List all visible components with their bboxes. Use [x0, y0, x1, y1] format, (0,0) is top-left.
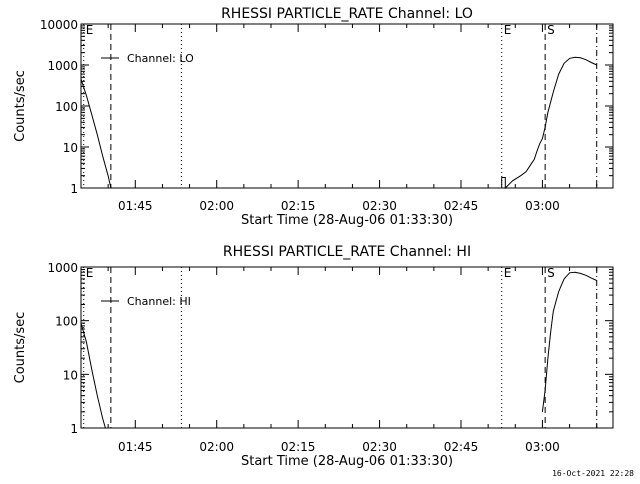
y-tick-label: 1000: [47, 59, 78, 73]
y-tick-label: 1: [70, 422, 78, 436]
x-tick-label: 03:00: [525, 199, 560, 213]
panel-2: RHESSI PARTICLE_RATE Channel: HI 1 10 100 10…: [13, 244, 614, 469]
x-tick-label: 02:15: [281, 199, 316, 213]
x-tick-label: 01:45: [118, 440, 153, 454]
x-tick-label: 01:45: [118, 199, 153, 213]
y-tick-label: 100: [55, 315, 78, 329]
data-series-line: [501, 56, 597, 190]
x-tick-label: 02:30: [362, 199, 397, 213]
x-tick-label: 03:00: [525, 440, 560, 454]
data-series-line: [80, 79, 112, 189]
plot-frame: [80, 23, 614, 189]
x-tick-label: 02:00: [199, 440, 234, 454]
legend-label: Channel: HI: [127, 295, 191, 308]
x-tick-label: 02:15: [281, 440, 316, 454]
x-tick-label: 02:30: [362, 440, 397, 454]
footer-timestamp: 16-Oct-2021 22:28: [552, 469, 634, 478]
y-tick-label: 100: [55, 100, 78, 114]
panel-1: RHESSI PARTICLE_RATE Channel: LO 1 10 100 10…: [13, 6, 614, 228]
event-marker-label: E: [504, 266, 512, 280]
legend-label: Channel: LO: [127, 52, 194, 65]
event-marker-label: S: [547, 266, 555, 280]
x-axis-label: Start Time (28-Aug-06 01:33:30): [241, 454, 453, 469]
chart-title: RHESSI PARTICLE_RATE Channel: HI: [223, 244, 471, 260]
y-tick-label: 10: [63, 368, 78, 382]
y-tick-label: 10000: [40, 18, 78, 32]
data-series-line: [541, 271, 597, 412]
y-axis-label: Counts/sec: [13, 70, 28, 142]
event-marker-label: E: [86, 23, 94, 37]
x-tick-label: 02:45: [444, 199, 479, 213]
x-tick-label: 02:00: [199, 199, 234, 213]
y-axis-label: Counts/sec: [13, 312, 28, 384]
y-tick-label: 10: [63, 141, 78, 155]
chart-title: RHESSI PARTICLE_RATE Channel: LO: [221, 6, 473, 22]
event-marker-label: S: [547, 23, 555, 37]
event-marker-label: E: [86, 266, 94, 280]
event-marker-label: E: [504, 23, 512, 37]
y-tick-label: 1: [70, 182, 78, 196]
x-tick-label: 02:45: [444, 440, 479, 454]
y-tick-label: 1000: [47, 261, 78, 275]
plot-frame: [80, 266, 614, 429]
data-series-line: [80, 322, 106, 429]
x-axis-label: Start Time (28-Aug-06 01:33:30): [241, 213, 453, 228]
